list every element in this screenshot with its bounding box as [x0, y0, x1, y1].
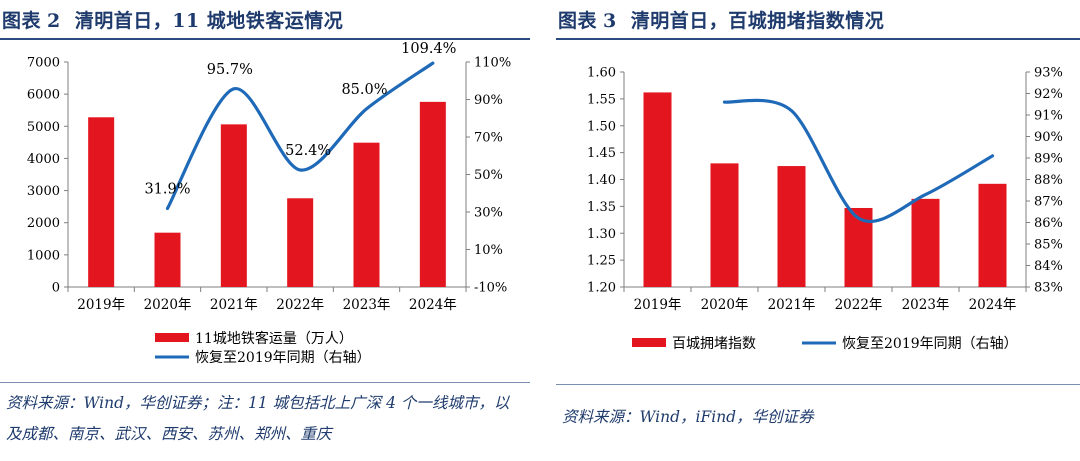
right-y-left-tick-label: 1.60	[587, 66, 616, 81]
left-y-left-tick-label: 6000	[27, 88, 60, 103]
left-y-left-tick-label: 5000	[27, 120, 60, 135]
left-line-data-label: 109.4%	[401, 41, 456, 57]
right-y-right-tick-label: 88%	[1034, 173, 1063, 188]
right-y-left-tick-label: 1.20	[587, 281, 616, 296]
right-y-left-tick-label: 1.25	[587, 254, 616, 269]
right-y-right-tick-label: 87%	[1034, 195, 1063, 210]
metro-ridership-chart: 0 1000 2000 3000 4000 5000 6000 7000 -10% 10% 30% 5…	[27, 41, 511, 366]
right-y-right-tick-label: 92%	[1034, 87, 1063, 102]
figure-2-title-rule	[0, 38, 530, 40]
left-x-tick-label: 2020年	[144, 297, 192, 313]
left-y-left-tick-label: 0	[52, 281, 60, 296]
right-recovery-line	[722, 98, 995, 224]
right-bar	[777, 166, 806, 287]
left-line-data-label: 52.4%	[285, 143, 331, 159]
figure-2-source-rule	[0, 382, 530, 383]
left-y-left-tick-label: 4000	[27, 152, 60, 167]
right-bar	[911, 198, 940, 287]
figure-2-source: 资料来源：Wind，华创证券；注：11 城包括北上广深 4 个一线城市，以及成都…	[6, 394, 510, 443]
right-bar	[643, 92, 672, 287]
left-legend-label: 11城地铁客运量（万人）	[195, 330, 353, 347]
right-legend-label: 恢复至2019年同期（右轴）	[842, 335, 1018, 352]
congestion-index-chart: 1.20 1.25 1.30 1.35 1.40 1.45 1.50 1.55 1.60 83% 8…	[587, 66, 1063, 353]
left-y-right-tick-label: 30%	[474, 206, 503, 221]
left-bar	[419, 101, 446, 287]
left-line-data-label: 85.0%	[341, 82, 387, 98]
left-x-tick-label: 2021年	[210, 297, 258, 313]
right-y-right-tick-label: 84%	[1034, 259, 1063, 274]
left-x-tick-label: 2023年	[343, 297, 391, 313]
left-y-left-tick-label: 1000	[27, 248, 60, 263]
figure-3-panel: 图表 3 清明首日，百城拥堵指数情况 1.20 1.25 1.30 1.35 1.40 1.4…	[556, 0, 1080, 461]
left-y-right-tick-label: 110%	[474, 56, 511, 71]
figure-3-label: 图表	[558, 10, 598, 32]
figure-3-source: 资料来源：Wind，iFind，华创证券	[562, 408, 814, 426]
right-legend-bar-swatch	[632, 338, 666, 347]
left-recovery-line	[165, 61, 435, 211]
left-x-tick-label: 2024年	[409, 297, 457, 313]
figure-2-title-text: 清明首日，11 城地铁客运情况	[74, 10, 344, 32]
right-y-right-tick-label: 85%	[1034, 238, 1063, 253]
left-bar	[220, 124, 247, 287]
left-line-data-label: 95.7%	[207, 62, 253, 78]
left-line-data-label: 31.9%	[144, 181, 190, 197]
right-y-left-tick-label: 1.35	[587, 200, 616, 215]
left-bar	[154, 232, 181, 287]
left-y-right-tick-label: 10%	[474, 243, 503, 258]
right-y-left-tick-label: 1.30	[587, 227, 616, 242]
right-y-right-tick-label: 93%	[1034, 66, 1063, 81]
left-y-right-tick-label: 50%	[474, 168, 503, 183]
right-x-tick-label: 2023年	[902, 297, 950, 313]
figure-3-title-text: 清明首日，百城拥堵指数情况	[630, 10, 885, 32]
left-bar	[88, 117, 115, 288]
figure-2-title: 图表 2 清明首日，11 城地铁客运情况	[2, 6, 343, 33]
left-y-left-tick-label: 3000	[27, 184, 60, 199]
right-y-left-tick-label: 1.50	[587, 119, 616, 134]
right-bar	[978, 183, 1007, 287]
left-bar	[287, 198, 314, 287]
left-legend-bar-swatch	[155, 333, 189, 342]
right-x-tick-label: 2019年	[634, 297, 682, 313]
right-x-tick-label: 2021年	[768, 297, 816, 313]
right-y-right-tick-label: 91%	[1034, 109, 1063, 124]
figure-2-label: 图表	[2, 10, 42, 32]
left-y-left-tick-label: 2000	[27, 216, 60, 231]
right-y-right-tick-label: 90%	[1034, 130, 1063, 145]
right-y-right-tick-label: 89%	[1034, 152, 1063, 167]
right-y-left-tick-label: 1.55	[587, 92, 616, 107]
figure-2-panel: 图表 2 清明首日，11 城地铁客运情况 0 1000 2000 3000 4000 5000…	[0, 0, 530, 461]
right-x-tick-label: 2020年	[701, 297, 749, 313]
left-y-right-tick-label: 90%	[474, 93, 503, 108]
right-y-left-tick-label: 1.45	[587, 146, 616, 161]
right-y-right-tick-label: 86%	[1034, 216, 1063, 231]
left-legend-label: 恢复至2019年同期（右轴）	[195, 349, 371, 366]
right-y-left-tick-label: 1.40	[587, 173, 616, 188]
left-bar	[353, 142, 380, 287]
left-x-tick-label: 2022年	[276, 297, 324, 313]
figure-3-number: 3	[603, 10, 617, 32]
left-x-tick-label: 2019年	[77, 297, 125, 313]
right-legend-label: 百城拥堵指数	[672, 336, 756, 352]
left-y-left-tick-label: 7000	[27, 56, 60, 71]
figure-3-source-rule	[556, 384, 1080, 385]
left-y-right-tick-label: 70%	[474, 131, 503, 146]
right-y-right-tick-label: 83%	[1034, 281, 1063, 296]
right-bar	[710, 163, 739, 287]
figure-3-title-rule	[556, 38, 1080, 40]
right-x-tick-label: 2022年	[835, 297, 883, 313]
figure-3-title: 图表 3 清明首日，百城拥堵指数情况	[558, 6, 884, 33]
right-x-tick-label: 2024年	[969, 297, 1017, 313]
figure-2-number: 2	[47, 10, 61, 32]
left-y-right-tick-label: -10%	[474, 281, 507, 296]
